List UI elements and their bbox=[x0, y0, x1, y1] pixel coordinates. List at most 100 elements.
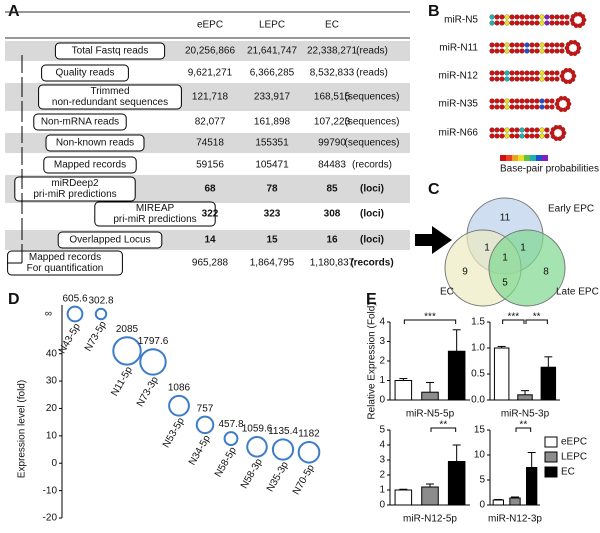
flow-box bbox=[94, 201, 216, 227]
nucleotide bbox=[539, 98, 545, 104]
flow-label: Mapped records bbox=[29, 252, 101, 263]
nucleotide bbox=[489, 76, 495, 82]
flow-label: Quality reads bbox=[56, 68, 115, 79]
nucleotide bbox=[534, 133, 540, 139]
bar bbox=[421, 486, 439, 506]
nucleotide bbox=[544, 70, 550, 76]
nucleotide bbox=[529, 20, 535, 26]
table-cell: 14 bbox=[204, 235, 216, 246]
table-cell: 121,718 bbox=[192, 92, 229, 103]
bubble-label: 302.8 bbox=[88, 295, 113, 306]
y-tick-label: 2 bbox=[379, 356, 385, 367]
nucleotide bbox=[544, 48, 550, 54]
y-tick-label: -10 bbox=[43, 485, 58, 496]
flow-label: Overlapped Locus bbox=[69, 235, 150, 246]
legend-swatch bbox=[544, 451, 558, 463]
nucleotide bbox=[534, 76, 540, 82]
significance-label: *** bbox=[507, 312, 519, 323]
nucleotide bbox=[494, 127, 500, 133]
y-tick-label: 20 bbox=[46, 403, 58, 414]
y-tick-label: 2 bbox=[379, 470, 385, 481]
x-label: miR-N5-5p bbox=[406, 409, 455, 420]
y-tick-label: 40 bbox=[46, 348, 58, 359]
bubble-label: 1135.4 bbox=[268, 426, 298, 437]
y-axis-label: Relative Expression (Fold) bbox=[367, 302, 378, 419]
nucleotide bbox=[524, 42, 530, 48]
nucleotide bbox=[570, 21, 576, 26]
x-label: miR-N12-5p bbox=[403, 514, 457, 525]
legend-swatch bbox=[544, 436, 558, 448]
nucleotide bbox=[554, 48, 560, 54]
nucleotide bbox=[544, 76, 550, 82]
nucleotide bbox=[539, 20, 545, 26]
x-tick-label: N53-5p bbox=[161, 416, 187, 450]
bubble-label: 1182 bbox=[298, 429, 320, 440]
nucleotide bbox=[514, 70, 520, 76]
table-cell: 15 bbox=[266, 235, 278, 246]
nucleotide bbox=[489, 14, 495, 20]
legend-swatch bbox=[530, 155, 536, 161]
nucleotide bbox=[534, 14, 540, 20]
unit: (reads) bbox=[356, 68, 388, 79]
nucleotide bbox=[489, 104, 495, 110]
nucleotide bbox=[514, 133, 520, 139]
nucleotide bbox=[509, 14, 515, 20]
nucleotide bbox=[519, 98, 525, 104]
y-tick-label: 1.0 bbox=[471, 343, 485, 354]
nucleotide bbox=[519, 76, 525, 82]
table-cell: 8,532,833 bbox=[310, 68, 355, 79]
nucleotide bbox=[559, 48, 565, 54]
nucleotide bbox=[529, 42, 535, 48]
nucleotide bbox=[539, 133, 545, 139]
y-tick-label: 0.0 bbox=[471, 395, 485, 406]
legend-swatch bbox=[544, 466, 558, 478]
nucleotide bbox=[524, 127, 530, 133]
y-tick-label: 4 bbox=[379, 317, 385, 328]
nucleotide bbox=[549, 42, 555, 48]
x-tick-label: N11-5p bbox=[109, 365, 135, 399]
flow-box bbox=[41, 64, 129, 82]
table-cell: 322 bbox=[202, 209, 219, 220]
nucleotide bbox=[494, 76, 500, 82]
table-cell: 1,864,795 bbox=[250, 258, 295, 269]
y-tick-label: 15 bbox=[474, 425, 486, 436]
legend-swatch bbox=[542, 155, 548, 161]
nucleotide bbox=[549, 70, 555, 76]
panel-label: C bbox=[428, 181, 440, 198]
legend-swatch bbox=[536, 155, 542, 161]
nucleotide bbox=[539, 14, 545, 20]
nucleotide bbox=[489, 42, 495, 48]
nucleotide bbox=[534, 20, 540, 26]
significance-bracket bbox=[525, 319, 548, 324]
bar bbox=[447, 461, 466, 506]
venn-count: 9 bbox=[462, 267, 468, 278]
nucleotide bbox=[519, 14, 525, 20]
nucleotide bbox=[524, 14, 530, 20]
venn-count: 1 bbox=[502, 253, 508, 264]
table-cell: 99790 bbox=[318, 138, 346, 149]
venn-count: 11 bbox=[500, 213, 511, 224]
bubble-label: 605.6 bbox=[62, 293, 87, 304]
nucleotide bbox=[565, 49, 571, 54]
nucleotide bbox=[524, 133, 530, 139]
nucleotide bbox=[544, 42, 550, 48]
venn-label: Early EPC bbox=[548, 204, 594, 215]
nucleotide bbox=[499, 48, 505, 54]
nucleotide bbox=[554, 70, 560, 76]
x-tick-label: N58-5p bbox=[213, 445, 239, 479]
table-cell: 85 bbox=[326, 184, 338, 195]
structure-name: miR-N11 bbox=[439, 43, 478, 54]
nucleotide bbox=[494, 20, 500, 26]
flow-box bbox=[45, 134, 145, 152]
x-tick-label: N73-5p bbox=[83, 319, 109, 353]
nucleotide bbox=[519, 70, 525, 76]
nucleotide bbox=[555, 105, 561, 110]
unit: (reads) bbox=[356, 46, 388, 57]
nucleotide bbox=[529, 48, 535, 54]
bubble bbox=[195, 415, 215, 435]
table-cell: 308 bbox=[324, 209, 341, 220]
significance-label: *** bbox=[424, 312, 436, 323]
nucleotide bbox=[504, 48, 510, 54]
unit: (sequences) bbox=[344, 92, 399, 103]
y-tick-label: 1 bbox=[379, 485, 385, 496]
